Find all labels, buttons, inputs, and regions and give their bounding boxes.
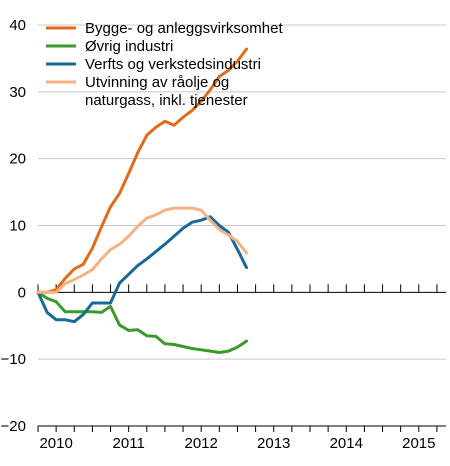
y-tick-label: 10 (9, 218, 26, 235)
x-tick-label: 2012 (185, 435, 218, 452)
legend-label-0: Bygge- og anleggsvirksomhet (85, 20, 283, 37)
x-tick-label: 2010 (39, 435, 72, 452)
y-tick-label: 20 (9, 151, 26, 168)
series-line-0 (36, 47, 248, 294)
legend-label-1: Øvrig industri (85, 38, 173, 55)
series-lines (36, 47, 248, 354)
y-tick-label: 30 (9, 84, 26, 101)
x-tick-label: 2011 (113, 435, 145, 452)
axes: −20 −10 0 10 20 30 40 2010 2011 2012 2013 2014 2015 (1, 17, 446, 452)
y-tick-label: −10 (1, 351, 26, 368)
y-tick-label: 0 (18, 284, 26, 301)
x-tick-label: 2014 (330, 435, 363, 452)
series-line-3 (36, 206, 248, 294)
y-tick-label: −20 (1, 418, 26, 435)
y-tick-label: 40 (9, 17, 26, 34)
legend-label-2: Verfts og verkstedsindustri (85, 56, 261, 73)
series-line-1 (36, 290, 248, 354)
legend-label-3: Utvinning av råolje og (85, 74, 229, 91)
series-line-2 (36, 215, 248, 324)
x-tick-label: 2013 (257, 435, 290, 452)
x-tick-label: 2015 (402, 435, 435, 452)
legend-label-3: naturgass, inkl. tjenester (85, 92, 248, 109)
